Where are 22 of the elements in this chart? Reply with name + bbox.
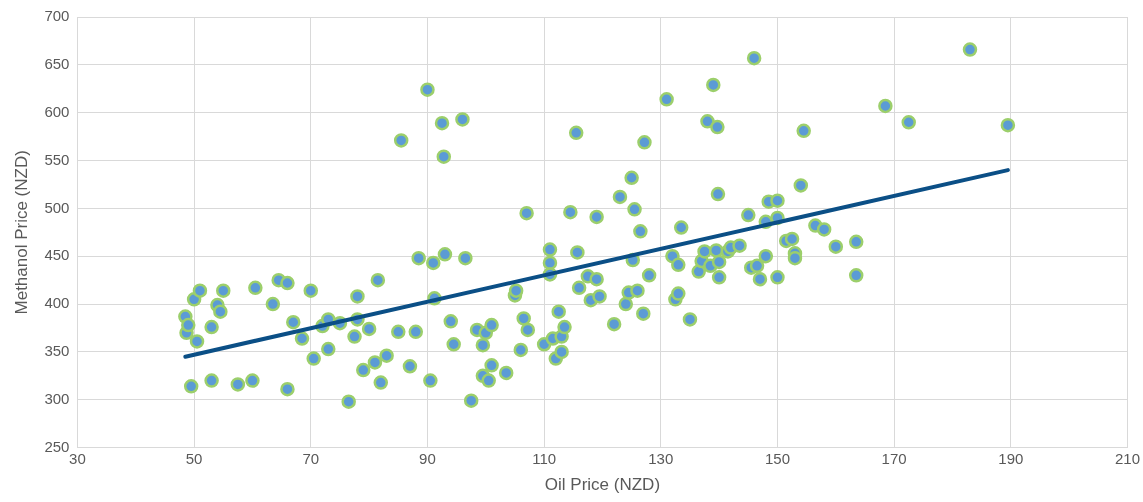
y-tick-label: 550 (44, 150, 70, 168)
y-tick-label: 400 (44, 294, 70, 312)
x-tick-label: 150 (764, 449, 790, 467)
x-tick-label: 190 (998, 449, 1024, 467)
x-tick-label: 130 (648, 449, 674, 467)
x-tick-label: 30 (69, 449, 86, 467)
y-tick-label: 500 (44, 198, 70, 216)
x-tick-label: 50 (185, 449, 203, 467)
x-tick-label: 170 (881, 449, 907, 467)
x-tick-label: 70 (302, 449, 320, 467)
y-tick-label: 300 (44, 389, 70, 407)
y-tick-label: 450 (44, 246, 70, 264)
x-tick-label: 110 (532, 449, 557, 467)
x-tick-label: 210 (1114, 449, 1140, 467)
y-tick-label: 700 (44, 7, 70, 25)
x-axis-title: Oil Price (NZD) (544, 475, 661, 495)
y-tick-label: 600 (44, 102, 70, 120)
y-tick-label: 250 (44, 437, 70, 455)
y-tick-label: 350 (44, 342, 70, 360)
x-tick-label: 90 (419, 449, 436, 467)
y-tick-label: 650 (44, 54, 70, 72)
y-axis-title: Methanol Price (NZD) (11, 150, 31, 315)
